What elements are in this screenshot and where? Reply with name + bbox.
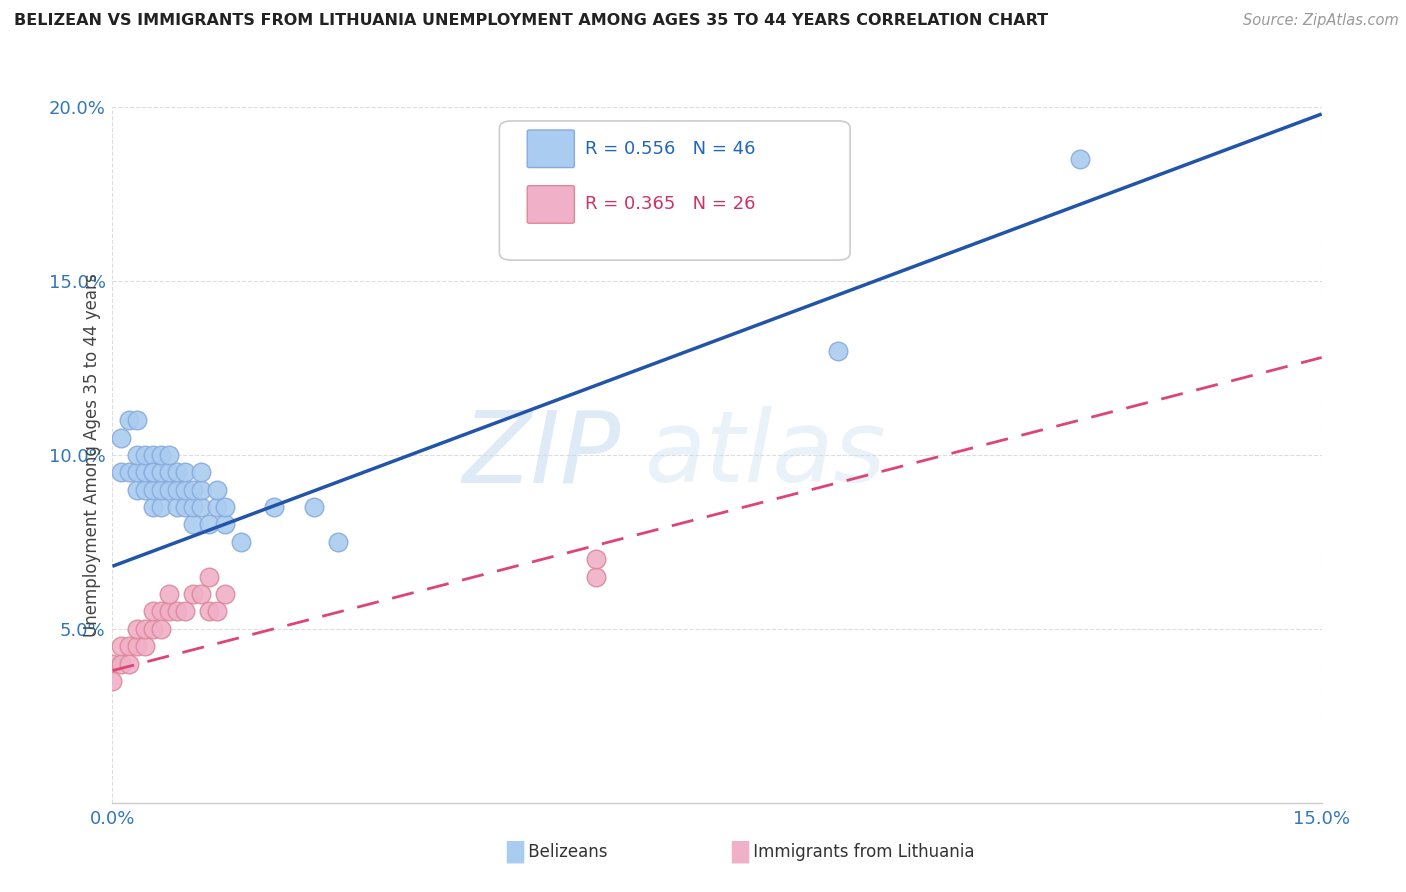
- Point: [125, 466, 148, 480]
- Point: [149, 448, 172, 462]
- Point: [134, 622, 156, 636]
- FancyBboxPatch shape: [527, 130, 575, 168]
- Point: [328, 534, 350, 549]
- Point: [214, 517, 236, 532]
- Point: [174, 605, 197, 619]
- Point: [134, 448, 156, 462]
- Point: [585, 552, 607, 566]
- Point: [166, 605, 188, 619]
- Point: [142, 622, 165, 636]
- Point: [1069, 152, 1091, 166]
- Point: [174, 483, 197, 497]
- Point: [125, 483, 148, 497]
- Point: [190, 466, 212, 480]
- Point: [181, 517, 204, 532]
- Point: [110, 639, 132, 653]
- Point: [190, 587, 212, 601]
- Point: [142, 605, 165, 619]
- Point: [117, 466, 139, 480]
- Point: [302, 500, 325, 514]
- Point: [198, 605, 221, 619]
- Point: [214, 587, 236, 601]
- Point: [585, 570, 607, 584]
- Point: [142, 466, 165, 480]
- Point: [166, 500, 188, 514]
- Point: [231, 534, 253, 549]
- Point: [142, 448, 165, 462]
- Point: [181, 500, 204, 514]
- Point: [827, 343, 849, 358]
- Point: [157, 605, 180, 619]
- Point: [149, 622, 172, 636]
- Point: [125, 639, 148, 653]
- Point: [149, 466, 172, 480]
- Point: [142, 500, 165, 514]
- Point: [207, 500, 229, 514]
- Point: [157, 483, 180, 497]
- Point: [101, 657, 124, 671]
- Point: [190, 500, 212, 514]
- Text: █: █: [731, 840, 748, 863]
- Point: [117, 639, 139, 653]
- Point: [125, 413, 148, 427]
- Point: [207, 605, 229, 619]
- Point: [149, 605, 172, 619]
- Point: [134, 639, 156, 653]
- Point: [157, 448, 180, 462]
- Point: [190, 483, 212, 497]
- Point: [142, 483, 165, 497]
- Point: [166, 483, 188, 497]
- Point: [117, 657, 139, 671]
- Point: [110, 466, 132, 480]
- Text: ZIP: ZIP: [463, 407, 620, 503]
- Point: [181, 483, 204, 497]
- Point: [214, 500, 236, 514]
- Text: R = 0.365   N = 26: R = 0.365 N = 26: [585, 195, 756, 213]
- Point: [101, 674, 124, 689]
- Point: [263, 500, 285, 514]
- Point: [134, 483, 156, 497]
- Y-axis label: Unemployment Among Ages 35 to 44 years: Unemployment Among Ages 35 to 44 years: [83, 273, 101, 637]
- Point: [198, 517, 221, 532]
- Text: Source: ZipAtlas.com: Source: ZipAtlas.com: [1243, 13, 1399, 29]
- Point: [174, 500, 197, 514]
- Point: [181, 587, 204, 601]
- Point: [198, 570, 221, 584]
- Point: [134, 466, 156, 480]
- Text: Belizeans: Belizeans: [523, 843, 607, 861]
- Point: [149, 483, 172, 497]
- FancyBboxPatch shape: [527, 186, 575, 223]
- Point: [110, 431, 132, 445]
- Point: [166, 466, 188, 480]
- Point: [125, 448, 148, 462]
- Text: Immigrants from Lithuania: Immigrants from Lithuania: [748, 843, 974, 861]
- Point: [125, 622, 148, 636]
- Point: [207, 483, 229, 497]
- Text: atlas: atlas: [644, 407, 886, 503]
- Point: [174, 466, 197, 480]
- Text: BELIZEAN VS IMMIGRANTS FROM LITHUANIA UNEMPLOYMENT AMONG AGES 35 TO 44 YEARS COR: BELIZEAN VS IMMIGRANTS FROM LITHUANIA UN…: [14, 13, 1049, 29]
- Point: [110, 657, 132, 671]
- Point: [117, 413, 139, 427]
- Point: [149, 500, 172, 514]
- Point: [142, 466, 165, 480]
- FancyBboxPatch shape: [499, 121, 851, 260]
- Text: R = 0.556   N = 46: R = 0.556 N = 46: [585, 140, 756, 158]
- Point: [157, 587, 180, 601]
- Text: █: █: [506, 840, 523, 863]
- Point: [157, 466, 180, 480]
